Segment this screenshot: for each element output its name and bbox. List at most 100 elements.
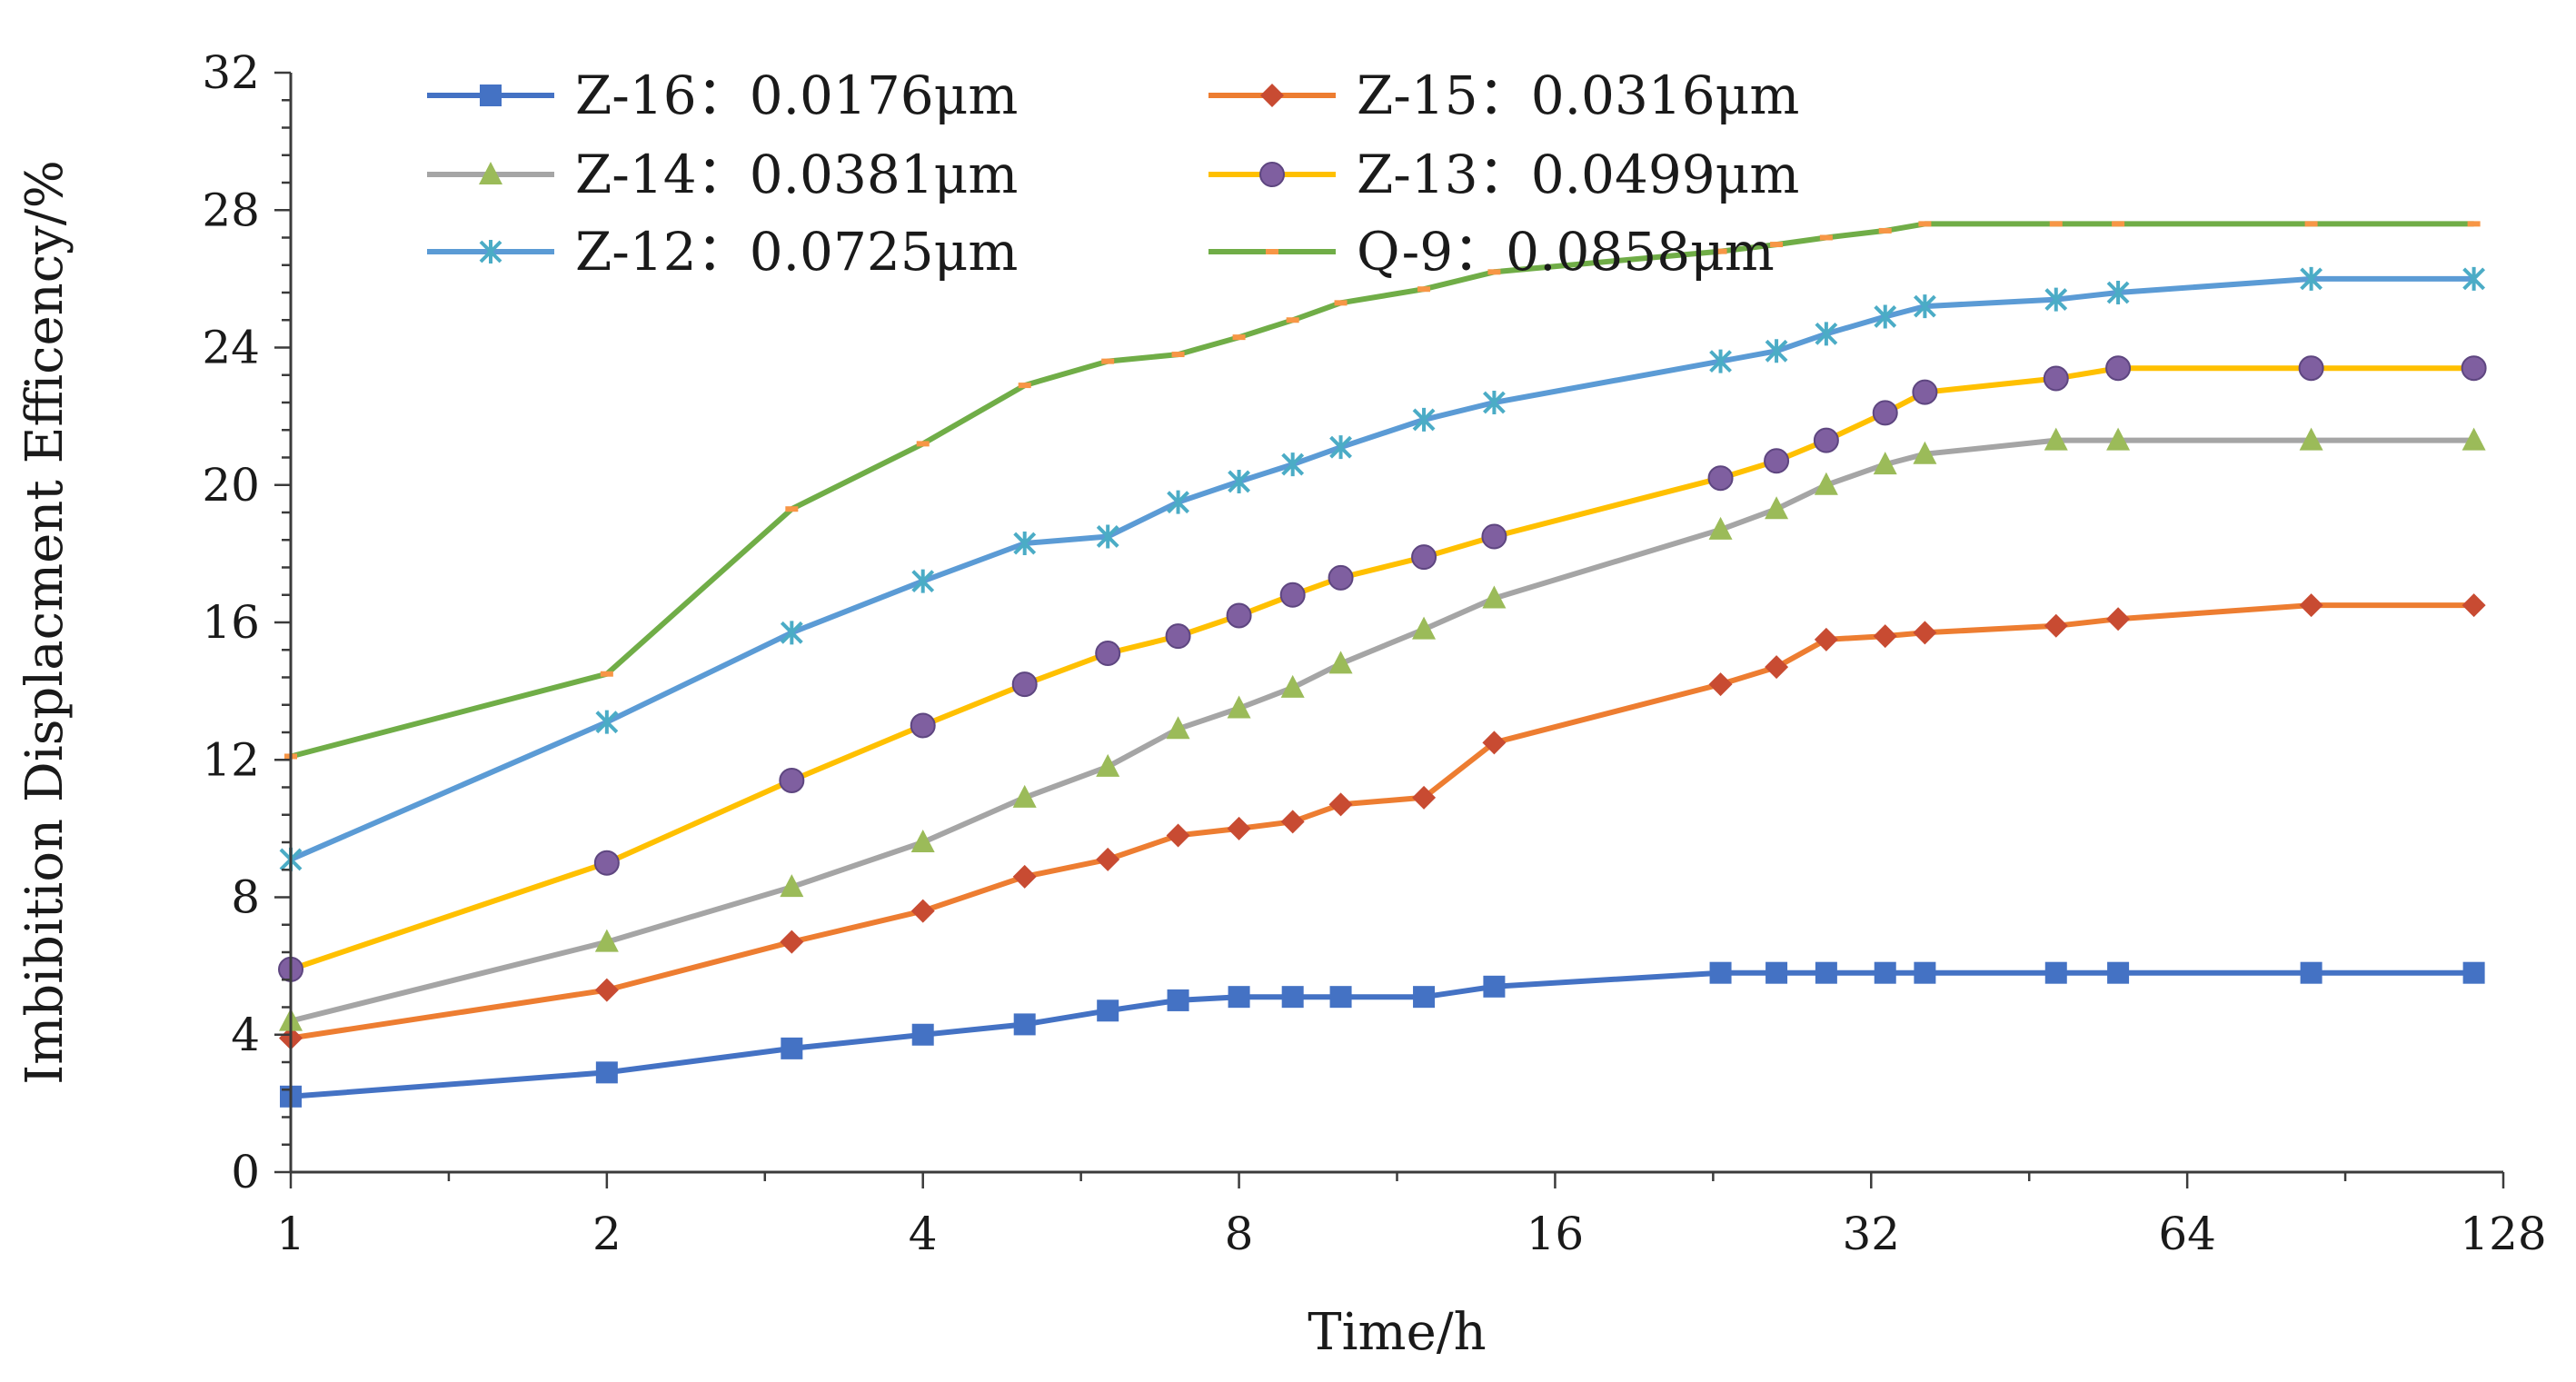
data-point [1232,334,1246,341]
legend-marker [1259,162,1285,187]
data-point [2462,593,2486,618]
data-point [1914,961,1936,984]
data-point [1171,352,1185,358]
legend-entry: Z-12：0.0725μm [427,221,1018,283]
data-point [1482,731,1507,755]
data-point [1765,339,1788,363]
data-point [1483,975,1506,998]
data-point [2299,427,2323,451]
x-tick-label: 64 [2158,1208,2216,1260]
data-point [1011,671,1038,698]
data-point [1483,391,1506,414]
data-point [1815,322,1838,346]
data-point [1228,469,1250,493]
legend-label: Z-12：0.0725μm [575,221,1018,283]
data-point [1095,641,1121,667]
data-point [1815,961,1837,984]
legend-entry: Z-16：0.0176μm [427,65,1018,126]
legend-label: Q-9：0.0858μm [1357,221,1775,283]
data-point [1714,248,1727,254]
data-point [1707,465,1734,492]
data-point [1281,986,1304,1009]
series-1 [280,961,2485,1108]
data-point [1013,532,1037,556]
data-point [1101,358,1115,364]
y-tick-label: 24 [202,322,260,374]
data-point [1913,441,1937,464]
data-point [1166,716,1190,740]
x-tick-label: 32 [1842,1208,1900,1260]
data-point [1329,435,1352,460]
legend-entry: Q-9：0.0858μm [1208,221,1775,283]
data-point [1279,582,1306,608]
data-point [1013,1013,1036,1036]
legend-label: Z-13：0.0499μm [1357,144,1799,205]
series-line [290,969,2474,1099]
data-point [2043,365,2069,392]
series-layer [278,221,2487,1108]
x-tick-label: 2 [592,1208,622,1260]
data-point [1764,448,1790,474]
data-point [1226,602,1252,629]
data-point [780,874,804,898]
series-line [290,221,2474,760]
series-6 [284,221,2481,760]
data-point [1814,472,1838,495]
data-point [1412,616,1437,640]
data-point [594,978,619,1002]
data-point [1411,544,1437,571]
legend-label: Z-16：0.0176μm [575,65,1018,126]
data-point [910,830,935,852]
data-point [1328,564,1354,591]
y-axis-title: Imbibition Displacment Efficency/% [15,160,75,1085]
data-point [2044,613,2068,638]
data-point [594,929,619,952]
legend-marker [1260,84,1284,107]
legend-marker [480,85,502,106]
data-point [2462,961,2485,984]
y-tick-label: 20 [202,459,260,512]
data-point [1487,269,1501,275]
data-point [595,1061,618,1084]
data-point [1281,452,1305,477]
data-point [2461,355,2487,382]
data-point [1813,427,1839,453]
data-point [2044,287,2068,312]
y-tick-label: 4 [231,1009,260,1061]
data-point [2462,427,2486,451]
data-point [2049,221,2063,227]
data-point [1709,961,1732,984]
data-point [1814,627,1838,651]
data-point [2304,221,2318,227]
legend-label: Z-15：0.0316μm [1357,65,1799,126]
data-point [1872,400,1898,426]
y-tick-label: 32 [202,46,260,99]
data-point [781,1037,803,1059]
data-point [911,569,935,593]
data-point [2300,961,2322,984]
data-point [1329,986,1352,1009]
data-point [1709,349,1732,373]
data-point [1873,452,1897,475]
data-point [779,767,805,793]
data-point [1167,989,1189,1011]
data-point [2106,607,2131,631]
data-point [1328,792,1353,817]
data-point [2298,355,2324,382]
data-point [1819,234,1833,241]
x-tick-label: 1 [276,1208,305,1260]
data-point [910,712,936,739]
data-point [1708,516,1733,540]
y-tick-label: 16 [202,596,260,649]
data-point [1912,379,1938,405]
data-point [593,850,620,876]
data-point [1166,823,1190,848]
legend-entry: Z-13：0.0499μm [1208,144,1799,205]
y-tick-label: 0 [231,1146,260,1198]
data-point [1770,242,1784,248]
data-point [2106,427,2131,451]
data-point [2106,281,2130,304]
data-point [1334,300,1348,306]
data-point [911,1023,934,1046]
